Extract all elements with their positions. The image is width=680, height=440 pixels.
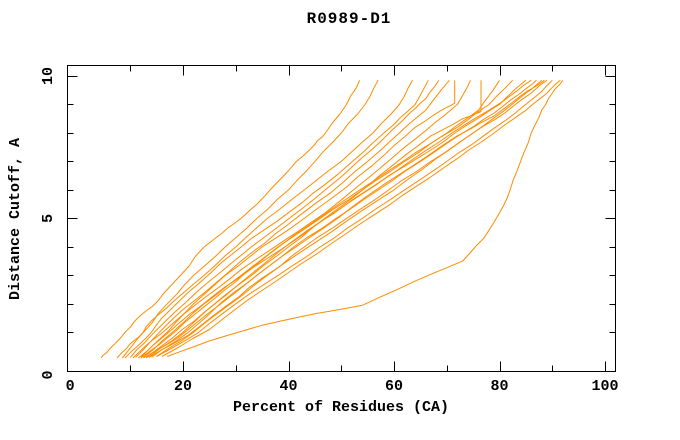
- series-line: [121, 80, 413, 359]
- x-tick-label: 100: [591, 378, 618, 395]
- series-line: [148, 79, 548, 358]
- series-line: [140, 79, 514, 359]
- x-tick-label: 20: [174, 378, 192, 395]
- series-line: [143, 79, 545, 359]
- x-tick-label: 60: [385, 378, 403, 395]
- x-tick-label: 40: [279, 378, 297, 395]
- series-line: [156, 79, 553, 357]
- y-axis-label: Distance Cutoff, A: [7, 138, 24, 300]
- series-line: [143, 80, 500, 358]
- y-tick-label: 0: [40, 371, 57, 380]
- y-tick-label: 5: [40, 214, 57, 223]
- series-lines: [100, 79, 564, 359]
- series-line: [100, 80, 361, 359]
- series-line: [148, 79, 532, 358]
- series-line: [132, 80, 471, 359]
- series-line: [156, 79, 543, 357]
- series-line: [167, 79, 564, 357]
- tick-labels: 0 20 40 60 80 100 0 5 10: [40, 67, 619, 395]
- x-tick-label: 80: [490, 378, 508, 395]
- plot-frame: [67, 65, 616, 372]
- chart-title: R0989-D1: [307, 10, 392, 28]
- x-tick-label: 0: [66, 378, 75, 395]
- x-axis-label: Percent of Residues (CA): [233, 399, 449, 416]
- series-line: [129, 80, 440, 358]
- series-line: [151, 79, 537, 358]
- series-line: [124, 80, 429, 359]
- series-line: [135, 79, 450, 358]
- y-tick-label: 10: [40, 67, 57, 85]
- series-line: [161, 79, 561, 357]
